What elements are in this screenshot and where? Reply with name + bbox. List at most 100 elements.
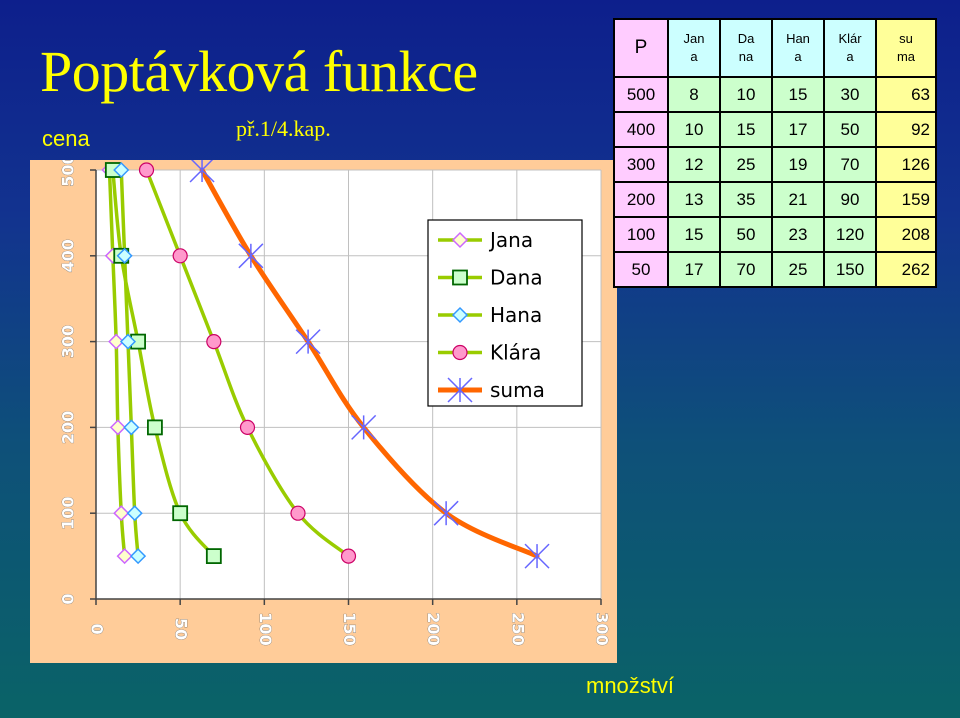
- table-cell: 200: [613, 181, 669, 218]
- table-cell: 25: [771, 251, 825, 288]
- legend-marker-suma: [447, 377, 473, 403]
- table-cell: 50: [823, 111, 877, 148]
- table-row: 500 8 10 15 30 63: [613, 76, 937, 113]
- table-cell: 63: [875, 76, 937, 113]
- table-cell: 15: [667, 216, 721, 253]
- x-axis-label: množství: [586, 673, 675, 698]
- legend-label: suma: [490, 378, 545, 402]
- data-point-jana: [109, 419, 126, 436]
- legend-label: Dana: [490, 266, 543, 290]
- data-point-hana: [119, 333, 137, 350]
- table-cell: 150: [823, 251, 877, 288]
- table-row: 100 15 50 23 120 208: [613, 216, 937, 253]
- table-cell: 262: [875, 251, 937, 288]
- legend-label: Hana: [490, 303, 542, 327]
- table-cell: 19: [771, 146, 825, 183]
- data-table: P Jan a Da na Han a Klár a su ma 500 8 10 15 30 63 4…: [613, 18, 937, 288]
- table-cell: 13: [667, 181, 721, 218]
- y-tick-label: 200: [59, 411, 78, 444]
- data-point-hana: [116, 247, 133, 264]
- table-row: 300 12 25 19 70 126: [613, 146, 937, 183]
- data-point-klára: [138, 162, 155, 178]
- table-header-cell: Klár a: [823, 18, 877, 78]
- data-point-jana: [113, 505, 130, 522]
- table-cell: 70: [719, 251, 773, 288]
- chart-area: 0 100 200 300 400 500 0 50 100 150 200 250 300 Jana Da…: [30, 160, 617, 663]
- table-cell: 208: [875, 216, 937, 253]
- table-cell: 92: [875, 111, 937, 148]
- y-tick-label: 300: [59, 325, 78, 358]
- y-tick-label: 100: [59, 496, 78, 529]
- data-point-hana: [123, 419, 140, 436]
- x-tick-label: 300: [593, 612, 612, 645]
- series-line-suma: [199, 167, 540, 559]
- table-cell: 10: [719, 76, 773, 113]
- data-point-suma: [433, 500, 459, 526]
- data-point-hana: [113, 161, 130, 179]
- table-cell: 15: [771, 76, 825, 113]
- table-header-cell: P: [613, 18, 669, 78]
- legend-marker-klára: [452, 344, 468, 361]
- table-cell: 23: [771, 216, 825, 253]
- x-tick-label: 100: [256, 612, 275, 645]
- table-cell: 30: [823, 76, 877, 113]
- table-cell: 8: [667, 76, 721, 113]
- data-point-suma: [524, 543, 550, 569]
- y-axis-label: cena: [42, 126, 90, 151]
- x-tick-label: 250: [508, 612, 527, 645]
- table-cell: 500: [613, 76, 669, 113]
- legend-marker-jana: [451, 231, 469, 249]
- data-point-suma: [295, 329, 321, 355]
- table-cell: 100: [613, 216, 669, 253]
- data-point-suma: [351, 414, 377, 440]
- slide-title: Poptávková funkce: [40, 39, 478, 104]
- data-point-suma: [238, 243, 264, 269]
- legend-label: Jana: [488, 228, 533, 252]
- legend-marker-hana: [451, 306, 469, 324]
- table-cell: 35: [719, 181, 773, 218]
- data-point-klára: [340, 548, 357, 564]
- table-cell: 159: [875, 181, 937, 218]
- data-point-hana: [126, 505, 143, 522]
- data-point-dana: [205, 548, 222, 565]
- data-point-jana: [116, 548, 133, 565]
- x-tick-label: 150: [340, 612, 359, 645]
- table-cell: 70: [823, 146, 877, 183]
- data-point-klára: [172, 248, 188, 264]
- table-cell: 90: [823, 181, 877, 218]
- data-point-dana: [147, 419, 163, 436]
- data-point-klára: [290, 505, 306, 521]
- table-cell: 25: [719, 146, 773, 183]
- table-cell: 50: [613, 251, 669, 288]
- table-cell: 50: [719, 216, 773, 253]
- table-header-cell: Han a: [771, 18, 825, 78]
- x-tick-label: 0: [88, 623, 107, 634]
- table-row: 200 13 35 21 90 159: [613, 181, 937, 218]
- table-row: 400 10 15 17 50 92: [613, 111, 937, 148]
- legend-label: Klára: [490, 341, 541, 365]
- x-tick-label: 200: [424, 612, 443, 645]
- table-cell: 400: [613, 111, 669, 148]
- data-point-jana: [108, 333, 125, 350]
- table-header-cell: Da na: [719, 18, 773, 78]
- y-tick-label: 0: [59, 593, 78, 604]
- table-header-cell: Jan a: [667, 18, 721, 78]
- table-header-cell: su ma: [875, 18, 937, 78]
- data-point-dana: [172, 505, 189, 522]
- table-cell: 126: [875, 146, 937, 183]
- data-point-hana: [130, 548, 147, 565]
- table-cell: 17: [771, 111, 825, 148]
- data-point-klára: [239, 419, 256, 435]
- table-cell: 10: [667, 111, 721, 148]
- table-cell: 300: [613, 146, 669, 183]
- legend-marker-dana: [452, 269, 468, 286]
- table-cell: 12: [667, 146, 721, 183]
- table-cell: 17: [667, 251, 721, 288]
- data-point-klára: [206, 334, 222, 350]
- table-row: 50 17 70 25 150 262: [613, 251, 937, 288]
- y-tick-label: 500: [59, 160, 78, 187]
- table-cell: 120: [823, 216, 877, 253]
- x-tick-label: 50: [172, 618, 191, 640]
- demand-chart: 0 100 200 300 400 500 0 50 100 150 200 250 300 Jana Da…: [58, 160, 612, 646]
- legend-box: [427, 219, 583, 407]
